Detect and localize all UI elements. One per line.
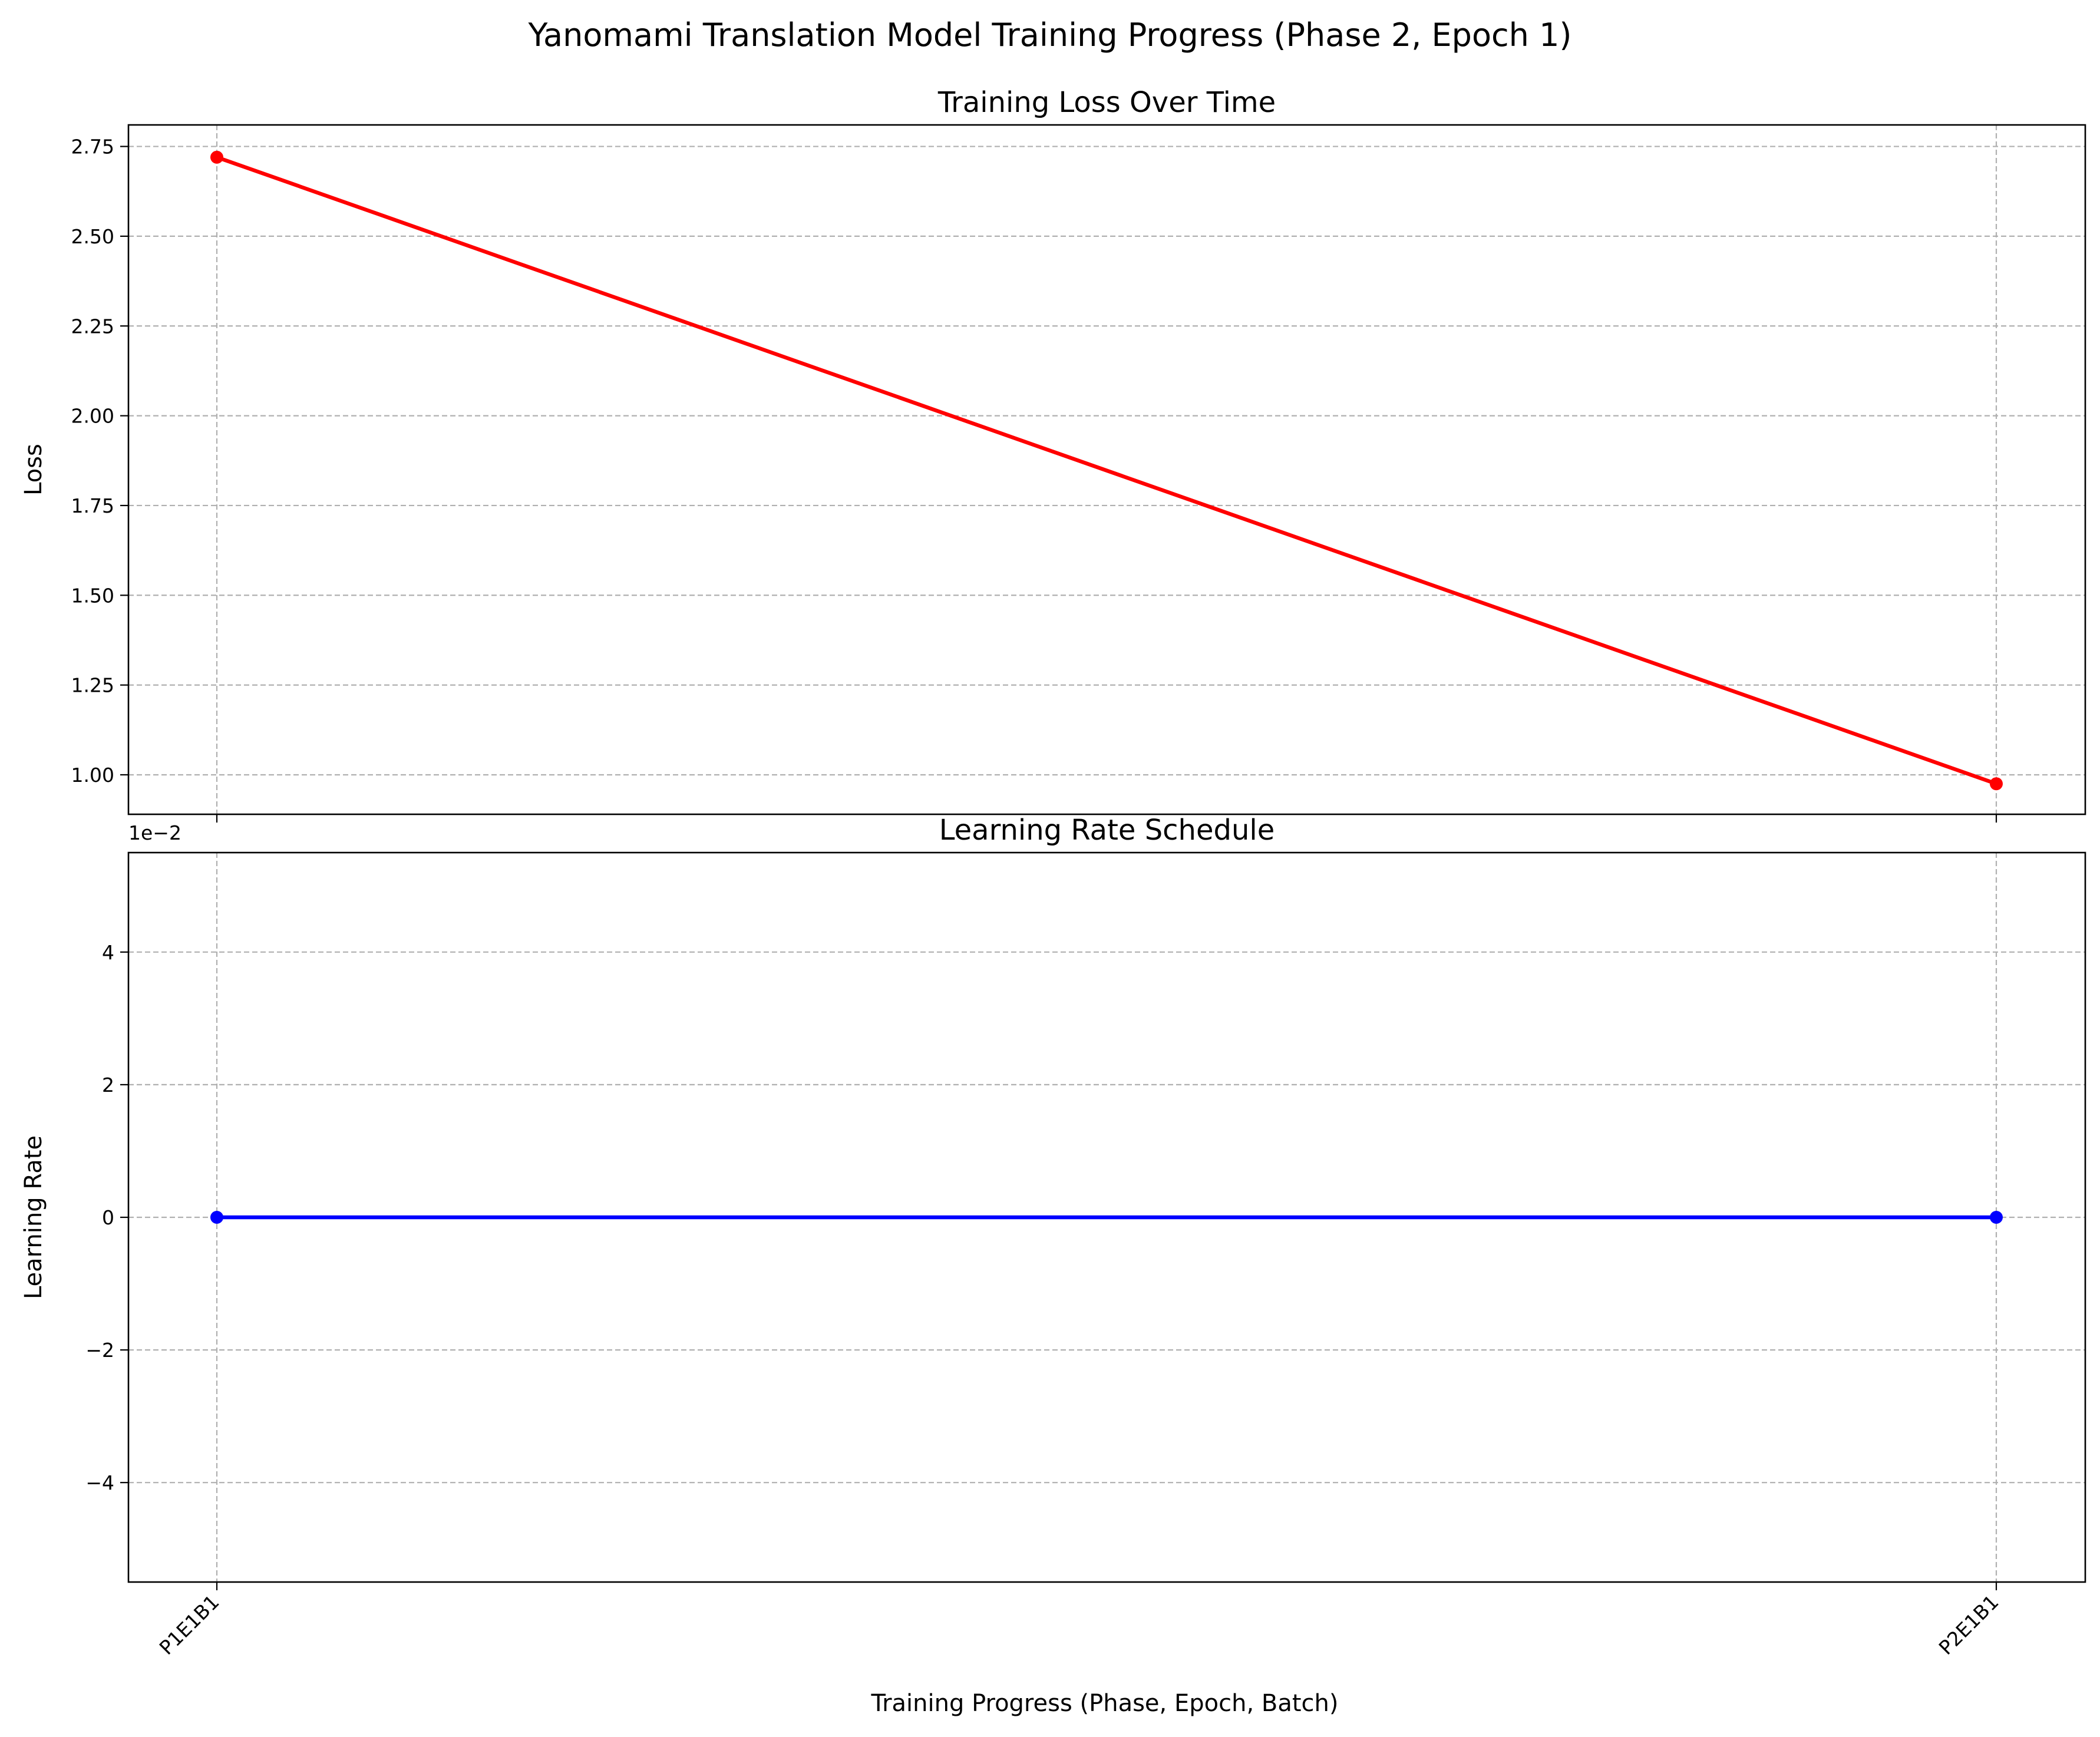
y-tick-label: 1.25 [71, 674, 114, 697]
subplot-title: Training Loss Over Time [937, 86, 1276, 119]
y-tick-label: 1.75 [71, 494, 114, 517]
y-axis-label: Learning Rate [20, 1135, 47, 1299]
y-tick-label: 2.00 [71, 405, 114, 428]
series-line [216, 155, 1997, 786]
y-tick-label: 1.00 [71, 764, 114, 787]
y-tick-label: 2 [102, 1074, 114, 1097]
y-tick-label: 2.25 [71, 315, 114, 338]
axes-frame [127, 851, 2086, 1583]
y-tick-label: 0 [102, 1206, 114, 1229]
data-point [1990, 1211, 2003, 1224]
y-tick-label: −4 [85, 1471, 114, 1494]
y-axis-label: Loss [20, 444, 47, 496]
figure-title: Yanomami Translation Model Training Prog… [527, 16, 1571, 54]
x-tick-label: P2E1B1 [1934, 1590, 2003, 1659]
x-tick-label: P1E1B1 [155, 1590, 224, 1659]
axes-frame [127, 124, 2086, 815]
y-tick-label: 2.50 [71, 225, 114, 248]
y-tick-label: 1.50 [71, 584, 114, 607]
y-tick-label: 2.75 [71, 136, 114, 158]
y-offset-label: 1e−2 [128, 821, 181, 844]
x-axis-label: Training Progress (Phase, Epoch, Batch) [871, 1690, 1339, 1717]
loss-chart: 1.00 1.25 1.50 1.75 2.00 2.25 2.50 2.75 Training… [20, 86, 2086, 823]
y-tick-label: 4 [102, 941, 114, 964]
y-tick-label: −2 [85, 1339, 114, 1362]
data-point [210, 150, 223, 164]
data-point [210, 1211, 223, 1224]
learning-rate-chart: −4 −2 0 2 4 P1E1B1 P2E1B1 Learning Rate Schedul… [20, 814, 2086, 1659]
subplot-title: Learning Rate Schedule [939, 814, 1275, 847]
data-point [1990, 777, 2003, 791]
